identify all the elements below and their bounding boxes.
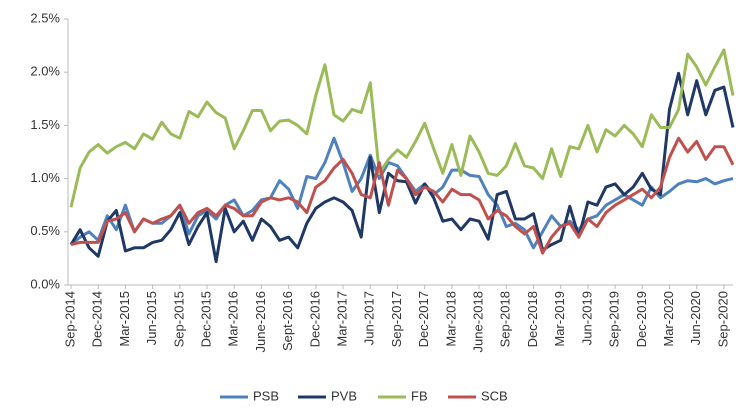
x-tick-label: Jun-2020 <box>688 291 703 345</box>
x-tick-label: Sept-2016 <box>280 291 295 351</box>
x-tick-label: Jun-2015 <box>144 291 159 345</box>
x-tick-label: June-2018 <box>471 291 486 352</box>
x-tick-label: Dec-2017 <box>416 291 431 347</box>
legend-label: SCB <box>481 388 508 403</box>
legend-label: PSB <box>253 388 279 403</box>
x-tick-label: Sep-2019 <box>607 291 622 347</box>
x-tick-label: Mar-2016 <box>226 291 241 347</box>
y-tick-label: 0.5% <box>30 223 60 238</box>
x-tick-label: Jun-2017 <box>362 291 377 345</box>
x-tick-label: Dec-2019 <box>634 291 649 347</box>
y-tick-label: 1.5% <box>30 117 60 132</box>
y-tick-label: 1.0% <box>30 170 60 185</box>
y-tick-label: 0.0% <box>30 276 60 291</box>
x-tick-label: Dec-2016 <box>307 291 322 347</box>
legend-label: FB <box>411 388 428 403</box>
x-tick-label: Sep-2018 <box>498 291 513 347</box>
x-tick-label: Sep-2020 <box>715 291 730 347</box>
series-line <box>69 48 735 208</box>
x-tick-label: Mar-2017 <box>334 291 349 347</box>
x-tick-label: Mar-2019 <box>552 291 567 347</box>
x-tick-label: Mar-2018 <box>443 291 458 347</box>
x-tick-label: Dec-2018 <box>525 291 540 347</box>
x-tick-label: Mar-2015 <box>117 291 132 347</box>
x-tick-label: Dec-2015 <box>198 291 213 347</box>
x-tick-label: Dec-2014 <box>90 291 105 347</box>
series-line <box>69 71 735 264</box>
y-tick-label: 2.0% <box>30 64 60 79</box>
x-tick-label: Sep-2014 <box>62 291 77 347</box>
x-tick-label: Sep-2015 <box>171 291 186 347</box>
x-tick-label: Mar-2020 <box>661 291 676 347</box>
series-line <box>70 136 735 255</box>
y-tick-label: 2.5% <box>30 10 60 25</box>
x-tick-label: Jun-2019 <box>579 291 594 345</box>
x-tick-label: June-2016 <box>253 291 268 352</box>
legend-label: PVB <box>331 388 357 403</box>
x-tick-label: Sep-2017 <box>389 291 404 347</box>
